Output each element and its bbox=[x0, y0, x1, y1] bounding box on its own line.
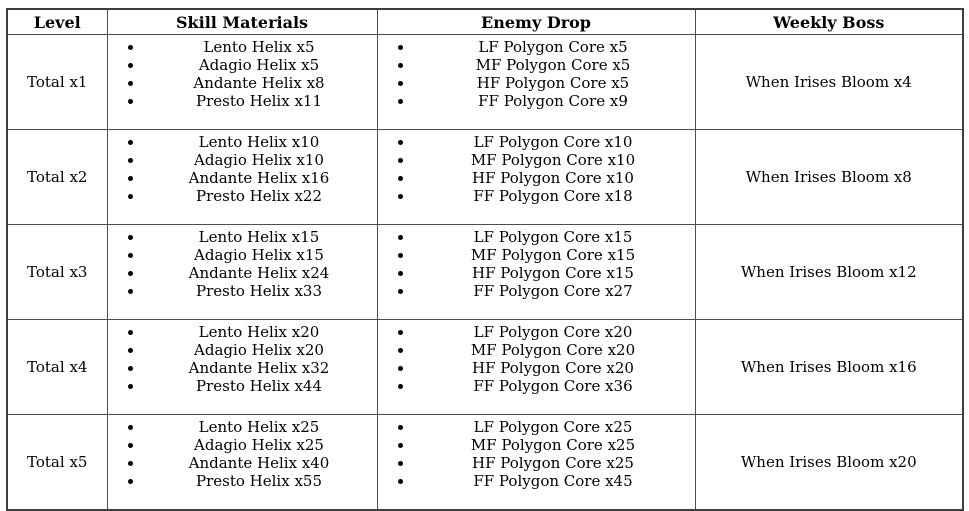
enemy-drops-item: MF Polygon Core x5 bbox=[414, 56, 693, 74]
skill-materials-item: Presto Helix x22 bbox=[144, 187, 375, 205]
skill-materials-item: Andante Helix x16 bbox=[144, 169, 375, 187]
enemy-drops-item: FF Polygon Core x36 bbox=[414, 377, 693, 395]
skill-materials-cell: Lento Helix x25Adagio Helix x25Andante H… bbox=[106, 414, 378, 511]
table-row: Total x4 Lento Helix x20Adagio Helix x20… bbox=[6, 319, 964, 415]
skill-materials-item: Adagio Helix x20 bbox=[144, 341, 375, 359]
table-row: Total x1 Lento Helix x5Adagio Helix x5An… bbox=[6, 34, 964, 130]
enemy-drop-list: LF Polygon Core x5MF Polygon Core x5HF P… bbox=[380, 38, 693, 110]
enemy-drops-item: FF Polygon Core x18 bbox=[414, 187, 693, 205]
enemy-drop-list: LF Polygon Core x15MF Polygon Core x15HF… bbox=[380, 228, 693, 300]
level-cell: Total x5 bbox=[6, 414, 108, 511]
header-row: Level Skill Materials Enemy Drop Weekly … bbox=[6, 8, 964, 35]
skill-materials-item: Adagio Helix x10 bbox=[144, 151, 375, 169]
skill-materials-item: Presto Helix x33 bbox=[144, 282, 375, 300]
weekly-boss-cell: When Irises Bloom x12 bbox=[694, 224, 964, 320]
skill-materials-cell: Lento Helix x10Adagio Helix x10Andante H… bbox=[106, 129, 378, 225]
enemy-drops-item: HF Polygon Core x5 bbox=[414, 74, 693, 92]
enemy-drops-item: LF Polygon Core x10 bbox=[414, 133, 693, 151]
enemy-drop-cell: LF Polygon Core x15MF Polygon Core x15HF… bbox=[376, 224, 696, 320]
enemy-drops-item: HF Polygon Core x10 bbox=[414, 169, 693, 187]
skill-materials-list: Lento Helix x15Adagio Helix x15Andante H… bbox=[110, 228, 375, 300]
enemy-drop-cell: LF Polygon Core x10MF Polygon Core x10HF… bbox=[376, 129, 696, 225]
enemy-drops-item: MF Polygon Core x25 bbox=[414, 436, 693, 454]
enemy-drop-list: LF Polygon Core x10MF Polygon Core x10HF… bbox=[380, 133, 693, 205]
table-row: Total x5 Lento Helix x25Adagio Helix x25… bbox=[6, 414, 964, 511]
skill-materials-item: Andante Helix x40 bbox=[144, 454, 375, 472]
skill-materials-list: Lento Helix x20Adagio Helix x20Andante H… bbox=[110, 323, 375, 395]
enemy-drops-item: MF Polygon Core x20 bbox=[414, 341, 693, 359]
skill-materials-list: Lento Helix x10Adagio Helix x10Andante H… bbox=[110, 133, 375, 205]
header-level: Level bbox=[6, 8, 108, 35]
skill-materials-cell: Lento Helix x5Adagio Helix x5Andante Hel… bbox=[106, 34, 378, 130]
level-cell: Total x2 bbox=[6, 129, 108, 225]
enemy-drops-item: FF Polygon Core x45 bbox=[414, 472, 693, 490]
enemy-drops-item: LF Polygon Core x25 bbox=[414, 418, 693, 436]
enemy-drop-list: LF Polygon Core x25MF Polygon Core x25HF… bbox=[380, 418, 693, 490]
header-weekly-boss: Weekly Boss bbox=[694, 8, 964, 35]
table-body: Total x1 Lento Helix x5Adagio Helix x5An… bbox=[6, 34, 964, 511]
skill-materials-cell: Lento Helix x20Adagio Helix x20Andante H… bbox=[106, 319, 378, 415]
weekly-boss-cell: When Irises Bloom x16 bbox=[694, 319, 964, 415]
skill-materials-item: Lento Helix x5 bbox=[144, 38, 375, 56]
level-cell: Total x4 bbox=[6, 319, 108, 415]
enemy-drop-cell: LF Polygon Core x5MF Polygon Core x5HF P… bbox=[376, 34, 696, 130]
enemy-drops-item: LF Polygon Core x15 bbox=[414, 228, 693, 246]
skill-materials-item: Adagio Helix x5 bbox=[144, 56, 375, 74]
enemy-drops-item: HF Polygon Core x20 bbox=[414, 359, 693, 377]
materials-table-container: Level Skill Materials Enemy Drop Weekly … bbox=[6, 8, 964, 511]
skill-materials-item: Andante Helix x32 bbox=[144, 359, 375, 377]
skill-materials-item: Presto Helix x11 bbox=[144, 92, 375, 110]
table-header: Level Skill Materials Enemy Drop Weekly … bbox=[6, 8, 964, 35]
skill-materials-item: Adagio Helix x15 bbox=[144, 246, 375, 264]
enemy-drop-list: LF Polygon Core x20MF Polygon Core x20HF… bbox=[380, 323, 693, 395]
skill-materials-item: Lento Helix x10 bbox=[144, 133, 375, 151]
enemy-drops-item: MF Polygon Core x15 bbox=[414, 246, 693, 264]
skill-materials-item: Presto Helix x55 bbox=[144, 472, 375, 490]
skill-materials-item: Andante Helix x8 bbox=[144, 74, 375, 92]
materials-table: Level Skill Materials Enemy Drop Weekly … bbox=[6, 8, 964, 511]
level-cell: Total x3 bbox=[6, 224, 108, 320]
table-row: Total x2 Lento Helix x10Adagio Helix x10… bbox=[6, 129, 964, 225]
skill-materials-item: Lento Helix x25 bbox=[144, 418, 375, 436]
skill-materials-item: Lento Helix x20 bbox=[144, 323, 375, 341]
skill-materials-item: Andante Helix x24 bbox=[144, 264, 375, 282]
skill-materials-list: Lento Helix x5Adagio Helix x5Andante Hel… bbox=[110, 38, 375, 110]
enemy-drops-item: LF Polygon Core x20 bbox=[414, 323, 693, 341]
skill-materials-cell: Lento Helix x15Adagio Helix x15Andante H… bbox=[106, 224, 378, 320]
table-row: Total x3 Lento Helix x15Adagio Helix x15… bbox=[6, 224, 964, 320]
skill-materials-list: Lento Helix x25Adagio Helix x25Andante H… bbox=[110, 418, 375, 490]
skill-materials-item: Lento Helix x15 bbox=[144, 228, 375, 246]
weekly-boss-cell: When Irises Bloom x8 bbox=[694, 129, 964, 225]
skill-materials-item: Presto Helix x44 bbox=[144, 377, 375, 395]
weekly-boss-cell: When Irises Bloom x20 bbox=[694, 414, 964, 511]
skill-materials-item: Adagio Helix x25 bbox=[144, 436, 375, 454]
enemy-drops-item: HF Polygon Core x25 bbox=[414, 454, 693, 472]
enemy-drops-item: FF Polygon Core x9 bbox=[414, 92, 693, 110]
enemy-drops-item: FF Polygon Core x27 bbox=[414, 282, 693, 300]
enemy-drop-cell: LF Polygon Core x25MF Polygon Core x25HF… bbox=[376, 414, 696, 511]
weekly-boss-cell: When Irises Bloom x4 bbox=[694, 34, 964, 130]
enemy-drop-cell: LF Polygon Core x20MF Polygon Core x20HF… bbox=[376, 319, 696, 415]
header-enemy-drop: Enemy Drop bbox=[376, 8, 696, 35]
header-skill-materials: Skill Materials bbox=[106, 8, 378, 35]
enemy-drops-item: HF Polygon Core x15 bbox=[414, 264, 693, 282]
enemy-drops-item: MF Polygon Core x10 bbox=[414, 151, 693, 169]
level-cell: Total x1 bbox=[6, 34, 108, 130]
enemy-drops-item: LF Polygon Core x5 bbox=[414, 38, 693, 56]
